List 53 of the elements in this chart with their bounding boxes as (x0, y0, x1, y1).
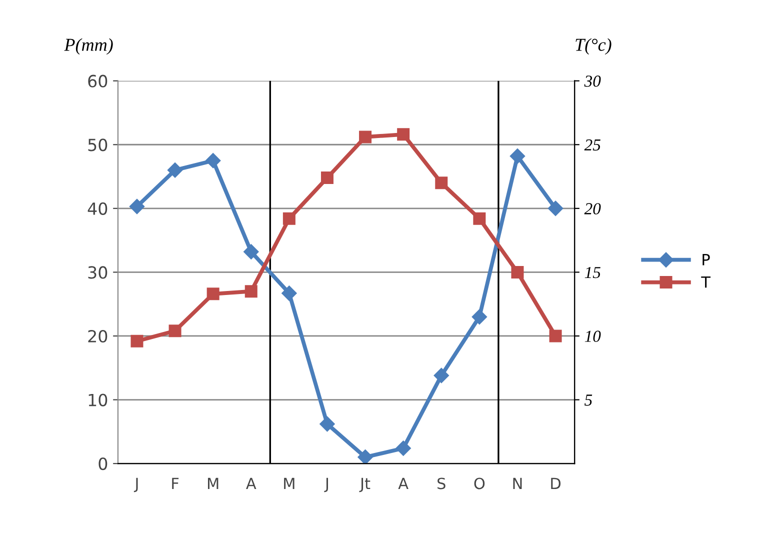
x-tick-label: A (398, 478, 408, 490)
x-tick-label: M (208, 478, 218, 490)
point (548, 200, 564, 216)
point (473, 212, 486, 225)
point (282, 286, 297, 301)
point (434, 368, 449, 384)
point (397, 128, 410, 141)
legend-label: P (702, 254, 710, 266)
point (320, 416, 335, 432)
point (358, 450, 373, 464)
point (435, 176, 448, 190)
y-tick-label: 0 (98, 458, 108, 470)
point (244, 285, 258, 298)
point (244, 244, 259, 260)
x-tick-label: J (324, 478, 328, 492)
point (549, 330, 562, 342)
x-tick-label: N (513, 478, 522, 490)
point (320, 172, 334, 184)
x-tick-label: S (438, 478, 446, 490)
y2-tick-label: 5 (584, 394, 592, 406)
point (129, 198, 145, 214)
y2-tick-label: 25 (584, 139, 600, 151)
legend-label: T (701, 276, 711, 288)
point (282, 212, 296, 225)
point (130, 334, 144, 348)
y-tick-label: 40 (88, 202, 108, 215)
y-tick-label: 50 (88, 138, 108, 152)
y2-tick-label: 20 (584, 203, 601, 214)
x-tick-label: Jt (359, 478, 370, 492)
point (206, 288, 220, 300)
y2-axis-title: T(°c) (576, 38, 612, 55)
point (511, 266, 524, 278)
x-tick-label: A (246, 478, 256, 490)
y2-tick-label: 15 (584, 266, 600, 278)
x-tick-label: F (172, 478, 179, 490)
y2-tick-label: 30 (584, 76, 601, 87)
y-tick-label: 30 (88, 266, 108, 279)
point (167, 162, 183, 178)
x-tick-label: J (134, 478, 138, 492)
x-tick-label: M (284, 478, 294, 490)
x-tick-label: D (551, 478, 561, 490)
point (510, 148, 526, 164)
y-tick-label: 10 (88, 394, 108, 406)
y-tick-label: 20 (88, 330, 108, 343)
point (206, 153, 221, 168)
point (396, 440, 411, 456)
x-tick-label: O (474, 478, 485, 490)
y2-tick-label: 10 (584, 330, 601, 342)
point (359, 130, 372, 144)
y-tick-label: 60 (88, 74, 108, 88)
y-axis-title: P(mm) (64, 38, 113, 55)
point (168, 324, 182, 338)
point (472, 309, 487, 324)
